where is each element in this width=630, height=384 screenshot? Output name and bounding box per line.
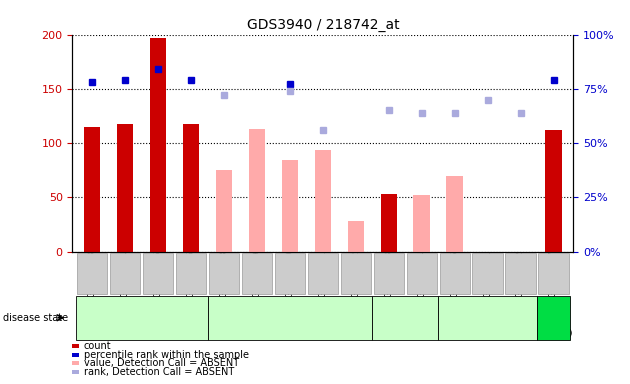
Text: GSM569471: GSM569471 (483, 250, 492, 297)
Text: count: count (84, 341, 112, 351)
Text: GSM569482: GSM569482 (352, 250, 360, 297)
Text: GSM569481: GSM569481 (318, 250, 328, 297)
Text: GSM569475: GSM569475 (154, 250, 163, 297)
Text: GSM569479: GSM569479 (253, 250, 261, 297)
Text: value, Detection Call = ABSENT: value, Detection Call = ABSENT (84, 358, 239, 368)
Text: Sjogren
's synd
rome
(control): Sjogren 's synd rome (control) (534, 298, 573, 338)
Title: GDS3940 / 218742_at: GDS3940 / 218742_at (246, 18, 399, 32)
Bar (447, 175, 463, 252)
Bar (348, 221, 364, 252)
Bar (150, 38, 166, 252)
Text: GSM569484: GSM569484 (417, 250, 427, 297)
Text: GSM569483: GSM569483 (384, 250, 393, 297)
Text: early Sjogren's Syndrome: early Sjogren's Syndrome (232, 313, 348, 322)
Bar (546, 130, 562, 252)
Text: GSM569478: GSM569478 (219, 250, 229, 297)
Bar (216, 170, 232, 252)
Text: rank, Detection Call = ABSENT: rank, Detection Call = ABSENT (84, 367, 234, 377)
Text: GSM569476: GSM569476 (186, 250, 195, 297)
Bar (282, 161, 298, 252)
Text: non-Sjogren's
Syndrome (control): non-Sjogren's Syndrome (control) (98, 308, 185, 328)
Text: GSM569473: GSM569473 (88, 250, 97, 297)
Bar (249, 129, 265, 252)
Text: disease state: disease state (3, 313, 68, 323)
Bar (381, 194, 397, 252)
Text: GSM569472: GSM569472 (516, 250, 525, 297)
Text: GSM569474: GSM569474 (121, 250, 130, 297)
Text: advanced Sjogren's
en's Syndrome: advanced Sjogren's en's Syndrome (444, 308, 532, 328)
Text: percentile rank within the sample: percentile rank within the sample (84, 350, 249, 360)
Bar (84, 127, 100, 252)
Bar (117, 124, 134, 252)
Bar (183, 124, 199, 252)
Bar (413, 195, 430, 252)
Text: GSM569485: GSM569485 (450, 250, 459, 297)
Bar (314, 149, 331, 252)
Text: GSM569477: GSM569477 (549, 250, 558, 297)
Text: moderate Sjogren's
Syndrome: moderate Sjogren's Syndrome (361, 308, 450, 328)
Text: GSM569480: GSM569480 (285, 250, 294, 297)
